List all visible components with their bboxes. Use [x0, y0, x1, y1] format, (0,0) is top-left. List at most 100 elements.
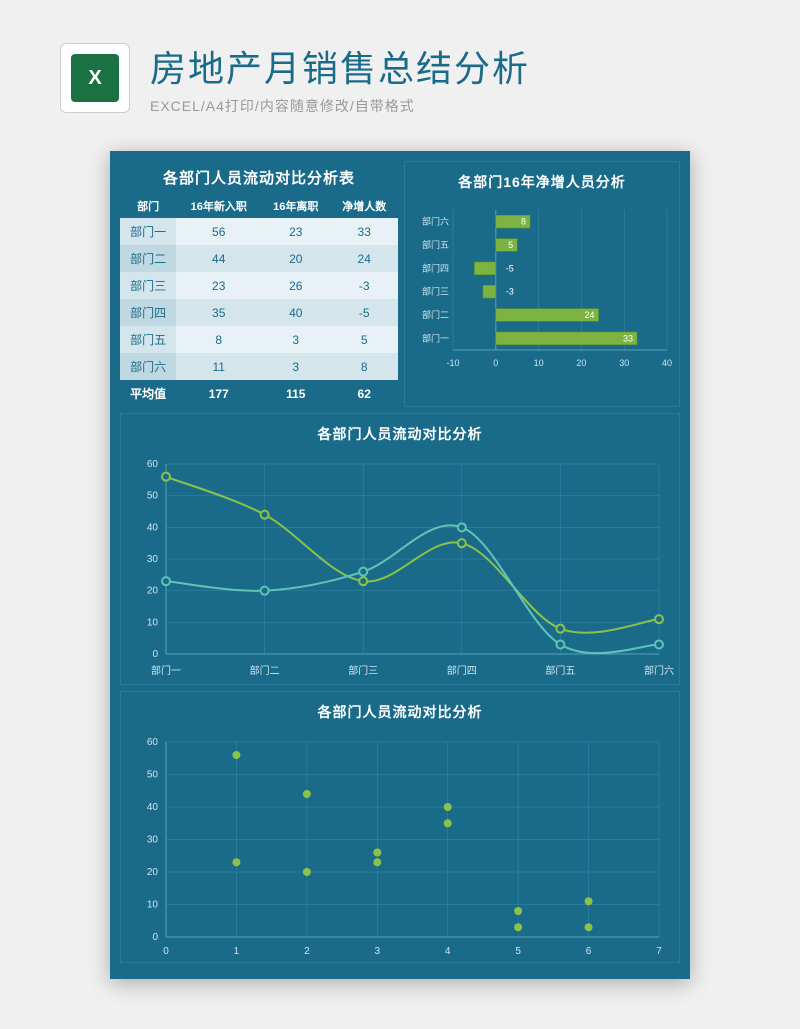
table-cell: 部门一	[120, 218, 176, 245]
bar-chart-panel: 各部门16年净增人员分析 -10010203040部门六8部门五5部门四-5部门…	[404, 161, 680, 407]
svg-text:0: 0	[493, 358, 498, 368]
header-text: 房地产月销售总结分析 EXCEL/A4打印/内容随意修改/自带格式	[150, 40, 740, 116]
table-row: 部门六1138	[120, 353, 398, 380]
svg-text:20: 20	[147, 586, 159, 597]
svg-text:部门四: 部门四	[447, 664, 477, 677]
scatter-chart: 0 10 20 30 40 50 60 0 1 2 3 4 5 6 7	[121, 732, 679, 962]
svg-text:-5: -5	[506, 263, 514, 273]
excel-icon: X	[60, 43, 130, 113]
svg-text:60: 60	[147, 737, 159, 748]
table-cell: 33	[330, 218, 398, 245]
svg-text:部门六: 部门六	[422, 216, 449, 227]
svg-text:1: 1	[234, 946, 240, 957]
svg-text:6: 6	[586, 946, 592, 957]
table-cell: 20	[261, 245, 330, 272]
svg-text:部门一: 部门一	[422, 332, 449, 343]
table-cell: 部门五	[120, 326, 176, 353]
table-cell: 部门三	[120, 272, 176, 299]
table-cell: 5	[330, 326, 398, 353]
svg-text:部门一: 部门一	[151, 664, 181, 677]
data-table: 部门16年新入职16年离职净增人数 部门一562333部门二442024部门三2…	[120, 194, 398, 407]
table-cell: 40	[261, 299, 330, 326]
table-footer-cell: 115	[261, 380, 330, 407]
table-cell: 11	[176, 353, 261, 380]
main-title: 房地产月销售总结分析	[150, 40, 740, 92]
table-cell: 23	[176, 272, 261, 299]
table-row: 部门一562333	[120, 218, 398, 245]
svg-text:30: 30	[147, 835, 159, 846]
svg-text:部门四: 部门四	[422, 262, 449, 273]
scatter-chart-panel: 各部门人员流动对比分析 0 10 20 30 40 50 60 0 1 2 3 4 5 6 7	[120, 691, 680, 963]
table-cell: 部门四	[120, 299, 176, 326]
svg-text:20: 20	[147, 867, 159, 878]
svg-text:24: 24	[585, 310, 595, 320]
excel-icon-letter: X	[71, 54, 119, 102]
table-footer-cell: 平均值	[120, 380, 176, 407]
table-cell: 26	[261, 272, 330, 299]
svg-text:部门二: 部门二	[422, 309, 449, 320]
svg-text:部门五: 部门五	[422, 239, 449, 250]
bar-chart-title: 各部门16年净增人员分析	[405, 162, 679, 202]
table-row: 部门五835	[120, 326, 398, 353]
top-row: 各部门人员流动对比分析表 部门16年新入职16年离职净增人数 部门一562333…	[120, 161, 680, 407]
table-cell: -5	[330, 299, 398, 326]
scatter-chart-title: 各部门人员流动对比分析	[121, 692, 679, 732]
svg-text:30: 30	[147, 554, 159, 565]
table-footer-cell: 177	[176, 380, 261, 407]
svg-text:-10: -10	[446, 358, 459, 368]
svg-text:0: 0	[152, 649, 158, 660]
table-title: 各部门人员流动对比分析表	[120, 161, 398, 194]
subtitle: EXCEL/A4打印/内容随意修改/自带格式	[150, 96, 740, 116]
svg-text:部门二: 部门二	[250, 664, 280, 677]
svg-text:3: 3	[375, 946, 381, 957]
svg-text:30: 30	[619, 358, 629, 368]
line-chart: 0 10 20 30 40 50 60 部门一 部门二 部门三 部门四 部门五 部门六	[121, 454, 679, 684]
dashboard: 各部门人员流动对比分析表 部门16年新入职16年离职净增人数 部门一562333…	[110, 151, 690, 979]
table-cell: 8	[330, 353, 398, 380]
table-row: 部门四3540-5	[120, 299, 398, 326]
table-panel: 各部门人员流动对比分析表 部门16年新入职16年离职净增人数 部门一562333…	[120, 161, 398, 407]
bar-chart: -10010203040部门六8部门五5部门四-5部门三-3部门二24部门一33	[405, 202, 679, 372]
table-header-cell: 部门	[120, 194, 176, 218]
svg-text:0: 0	[163, 946, 169, 957]
table-cell: 44	[176, 245, 261, 272]
table-cell: 部门二	[120, 245, 176, 272]
svg-text:10: 10	[534, 358, 544, 368]
svg-text:50: 50	[147, 770, 159, 781]
svg-text:-3: -3	[506, 287, 514, 297]
svg-text:40: 40	[662, 358, 672, 368]
svg-text:10: 10	[147, 900, 159, 911]
table-cell: 3	[261, 353, 330, 380]
svg-text:7: 7	[656, 946, 662, 957]
svg-text:0: 0	[152, 932, 158, 943]
table-cell: 部门六	[120, 353, 176, 380]
table-cell: 8	[176, 326, 261, 353]
table-cell: 3	[261, 326, 330, 353]
svg-text:部门六: 部门六	[644, 664, 674, 677]
table-header-cell: 16年新入职	[176, 194, 261, 218]
svg-text:5: 5	[515, 946, 521, 957]
svg-text:40: 40	[147, 522, 159, 533]
svg-text:5: 5	[508, 240, 513, 250]
svg-text:40: 40	[147, 802, 159, 813]
table-cell: -3	[330, 272, 398, 299]
table-footer-cell: 62	[330, 380, 398, 407]
table-row: 部门二442024	[120, 245, 398, 272]
svg-text:4: 4	[445, 946, 451, 957]
table-cell: 35	[176, 299, 261, 326]
svg-text:33: 33	[623, 333, 633, 343]
svg-text:10: 10	[147, 617, 159, 628]
svg-text:2: 2	[304, 946, 310, 957]
table-cell: 56	[176, 218, 261, 245]
table-cell: 23	[261, 218, 330, 245]
svg-text:部门五: 部门五	[545, 664, 575, 677]
svg-text:50: 50	[147, 491, 159, 502]
svg-text:部门三: 部门三	[422, 286, 449, 297]
table-header-cell: 16年离职	[261, 194, 330, 218]
line-chart-panel: 各部门人员流动对比分析 0 10 20 30 40 50 60 部门一 部门二 部门三 部门四 部门五…	[120, 413, 680, 685]
line-chart-title: 各部门人员流动对比分析	[121, 414, 679, 454]
svg-text:20: 20	[576, 358, 586, 368]
svg-text:部门三: 部门三	[348, 664, 378, 677]
svg-text:60: 60	[147, 459, 159, 470]
table-header-cell: 净增人数	[330, 194, 398, 218]
